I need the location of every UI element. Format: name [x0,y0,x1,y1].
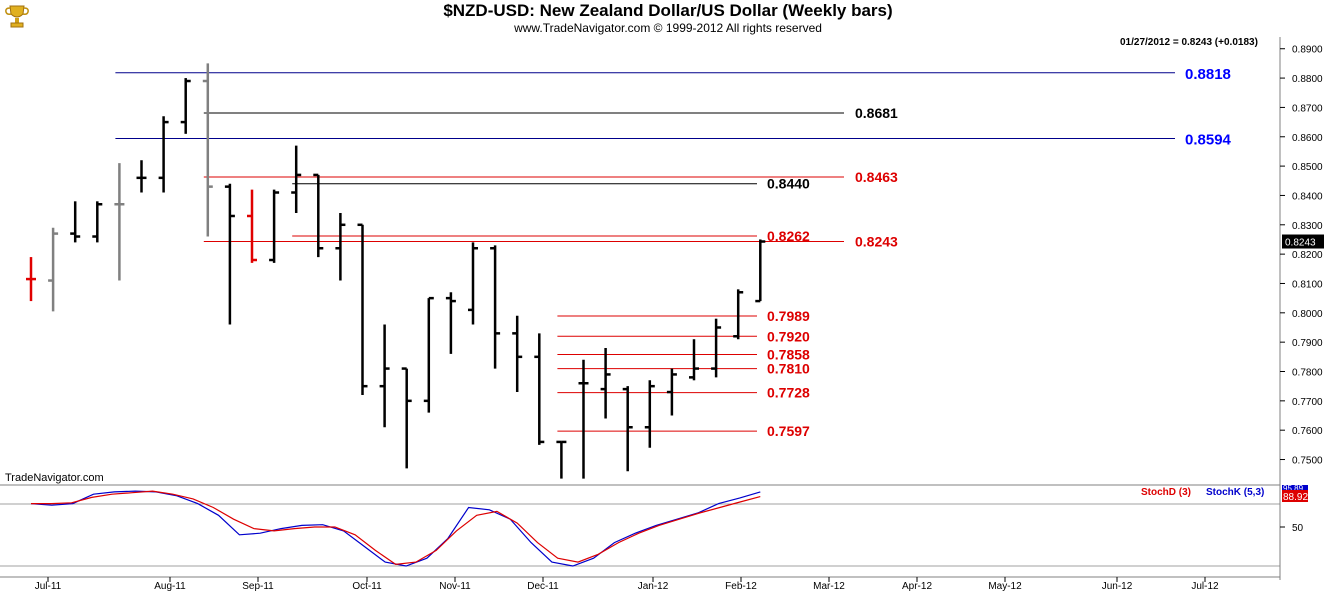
stoch-legend-entry: StochD (3) [1141,487,1191,498]
x-tick-label: Nov-11 [439,581,471,592]
x-tick-label: Oct-11 [352,581,382,592]
ohlc-bar [622,386,633,472]
ohlc-bar [247,189,257,263]
level-label: 0.8594 [1185,132,1232,149]
ohlc-bar [269,189,280,263]
price-tick-label: 0.7900 [1292,338,1323,349]
x-tick-label: Apr-12 [902,581,932,592]
level-label: 0.7920 [767,328,810,344]
price-tick-label: 0.8100 [1292,279,1323,290]
x-tick-label: Feb-12 [725,581,757,592]
last-price-info: 01/27/2012 = 0.8243 (+0.0183) [1120,37,1258,48]
ohlc-bar [733,289,744,340]
price-panel [0,37,1280,483]
price-tick-label: 0.7700 [1292,397,1323,408]
x-tick-label: Jul-12 [1191,581,1219,592]
x-axis: Jul-11 Aug-11 Sep-11 Oct-11 Nov-11 Dec-11 Jan-… [35,577,1219,592]
x-tick-label: Dec-11 [527,581,559,592]
ohlc-bar [445,292,456,354]
ohlc-bar [357,223,368,395]
level-label: 0.8262 [767,228,810,244]
ohlc-bar [291,145,302,214]
last-price-label: 0.8243 [1285,238,1316,249]
ohlc-bar [534,333,545,445]
price-tick-label: 0.7500 [1292,456,1323,467]
level-label: 0.8463 [855,169,898,185]
ohlc-bar [401,367,412,469]
level-lines: 0.8818 0.8681 0.8594 0.8463 0.8440 0.8262 0.82… [115,66,1232,439]
level-label: 0.8440 [767,176,810,192]
stoch-d-badge [1282,490,1308,502]
ohlc-bar [26,257,36,302]
ohlc-bar [158,116,169,193]
ohlc-bar [379,324,390,428]
ohlc-bar [512,315,523,393]
ohlc-bar [313,173,324,258]
stoch-line [31,490,761,566]
stoch-tick-label: 50 [1292,523,1304,534]
stoch-d-label: 88.92 [1283,492,1308,503]
ohlc-bar [689,339,699,381]
ohlc-bar [490,245,501,369]
level-label: 0.8243 [855,234,898,250]
chart-title: $NZD-USD: New Zealand Dollar/US Dollar (… [443,1,893,20]
copyright-text: www.TradeNavigator.com © 1999-2012 All r… [514,21,822,35]
ohlc-bar [468,242,478,325]
price-tick-label: 0.8300 [1292,221,1323,232]
price-tick-label: 0.7600 [1292,426,1323,437]
ohlc-bar [556,440,567,479]
price-tick-label: 0.8600 [1292,133,1323,144]
ohlc-bar [92,201,103,243]
price-tick-label: 0.8900 [1292,45,1323,56]
level-label: 0.7728 [767,385,810,401]
ohlc-bar [423,296,434,413]
level-label: 0.7989 [767,308,810,324]
level-label: 0.7597 [767,423,810,439]
price-tick-label: 0.8400 [1292,191,1323,202]
x-tick-label: Jan-12 [638,581,669,592]
ohlc-bar [48,227,59,312]
ohlc-bar [224,183,235,325]
x-tick-label: May-12 [988,581,1022,592]
ohlc-bar [202,63,213,237]
price-tick-label: 0.8200 [1292,250,1323,261]
level-label: 0.8681 [855,105,898,121]
x-tick-label: Mar-12 [813,581,845,592]
price-bars [26,63,766,479]
price-tick-label: 0.8500 [1292,162,1323,173]
price-tick-label: 0.8700 [1292,103,1323,114]
ohlc-bar [711,318,722,378]
ohlc-bar [578,359,589,479]
ohlc-bar [600,348,611,419]
watermark-text: TradeNavigator.com [5,472,104,484]
price-tick-label: 0.8800 [1292,74,1323,85]
ohlc-bar [114,163,125,281]
level-label: 0.8818 [1185,66,1231,83]
ohlc-bar [136,160,147,193]
level-label: 0.7810 [767,361,810,377]
stoch-k-badge [1282,485,1308,492]
ohlc-bar [755,239,766,303]
ohlc-bar [666,368,677,416]
trophy-icon [5,5,29,28]
ohlc-bar [70,201,81,243]
ohlc-bar [180,78,191,134]
x-tick-label: Jul-11 [35,581,62,592]
price-tick-label: 0.7800 [1292,368,1323,379]
level-label: 0.7858 [767,346,810,362]
last-price-badge [1282,234,1324,249]
price-tick-label: 0.8000 [1292,309,1323,320]
ohlc-bar [335,213,346,281]
x-tick-label: Aug-11 [154,581,186,592]
price-axis: 0.7500 0.7600 0.7700 0.7800 0.7900 0.8000 0.81… [1279,37,1324,580]
stoch-k-label: 95.89 [1283,484,1304,493]
x-tick-label: Sep-11 [242,581,274,592]
x-tick-label: Jun-12 [1102,581,1133,592]
stoch-legend-entry: StochK (5,3) [1206,487,1264,498]
ohlc-bar [644,380,655,448]
